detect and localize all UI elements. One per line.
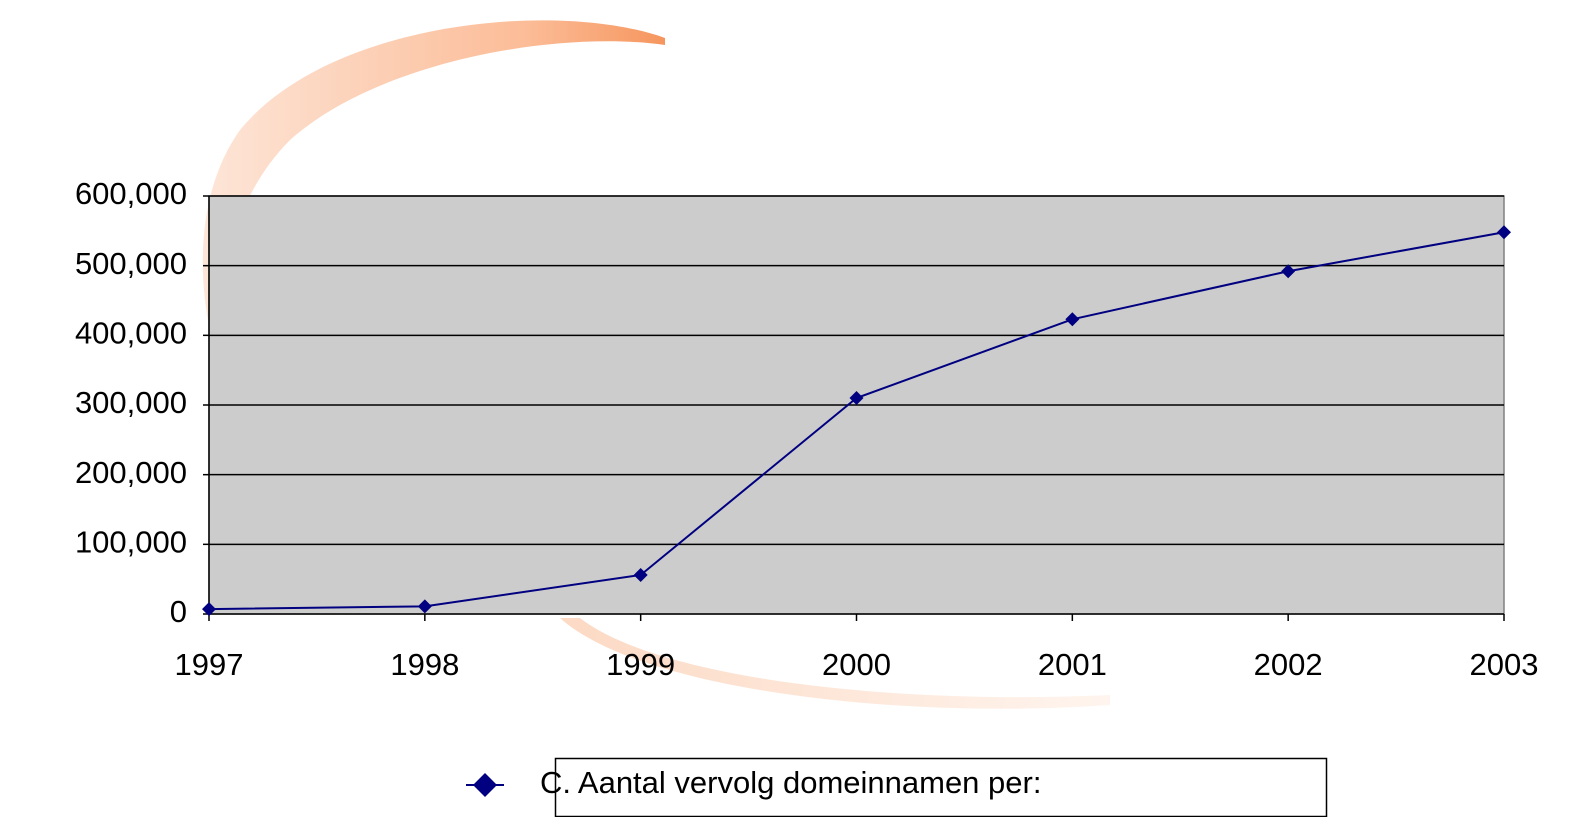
plot-area: 0 100,000 200,000 300,000 400,000 500,000 600,… <box>75 176 1539 682</box>
legend-label: C. Aantal vervolg domeinnamen per: <box>540 765 1041 800</box>
x-tick-label: 2002 <box>1254 647 1323 682</box>
x-tick-label: 1997 <box>175 647 244 682</box>
data-point <box>1065 312 1080 327</box>
data-point <box>1281 264 1296 279</box>
y-tick-label: 300,000 <box>75 385 187 420</box>
y-tick-label: 500,000 <box>75 246 187 281</box>
legend: C. Aantal vervolg domeinnamen per: <box>466 757 1328 817</box>
x-tick-label: 2003 <box>1470 647 1539 682</box>
data-point <box>849 391 864 406</box>
y-tick-label: 0 <box>170 594 187 629</box>
data-point <box>1497 225 1511 240</box>
x-tick-label: 1998 <box>390 647 459 682</box>
legend-box <box>554 757 1328 817</box>
x-tick-label: 2000 <box>822 647 891 682</box>
y-tick-label: 400,000 <box>75 316 187 351</box>
y-tick-label: 100,000 <box>75 525 187 560</box>
y-tick-label: 200,000 <box>75 455 187 490</box>
x-tick-label: 2001 <box>1038 647 1107 682</box>
x-tick-label: 1999 <box>606 647 675 682</box>
legend-marker <box>473 773 497 797</box>
data-point <box>202 602 216 617</box>
y-tick-label: 600,000 <box>75 176 187 211</box>
background-swoosh <box>202 20 1110 709</box>
data-point <box>417 599 432 614</box>
data-point <box>633 567 648 582</box>
